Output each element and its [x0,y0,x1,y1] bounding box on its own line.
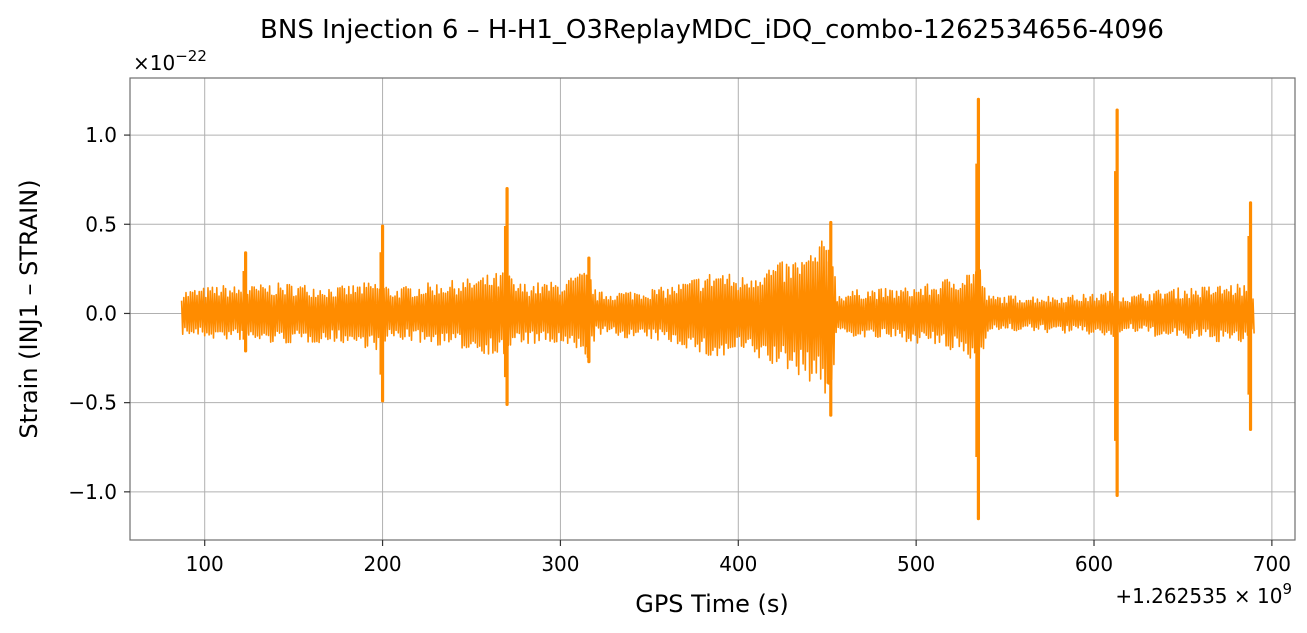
y-tick-label: −0.5 [68,391,117,415]
x-tick-label: 200 [363,552,401,576]
y-tick-label: 0.5 [85,212,117,236]
x-tick-label: 100 [186,552,224,576]
chart-title: BNS Injection 6 – H-H1_O3ReplayMDC_iDQ_c… [260,15,1164,45]
y-tick-label: 1.0 [85,123,117,147]
y-scale-exponent: −22 [175,47,207,65]
x-offset-label: +1.262535 × 109 [1115,580,1292,608]
x-tick-label: 300 [541,552,579,576]
y-scale-label: ×10−22 [133,47,207,75]
y-scale-base: ×10 [133,51,175,75]
x-tick-label: 700 [1253,552,1291,576]
strain-trace [180,240,1255,394]
x-tick-label: 400 [719,552,757,576]
y-tick-label: −1.0 [68,480,117,504]
y-axis-label: Strain (INJ1 – STRAIN) [15,179,43,438]
x-offset-base: +1.262535 × 10 [1115,584,1282,608]
plot-frame [129,77,1296,541]
x-tick-label: 500 [897,552,935,576]
strain-series [180,97,1255,521]
ticks: 100 200 300 400 500 600 700 −1.0 −0.5 0.0 0.5 1.0 [68,123,1291,576]
x-axis-label: GPS Time (s) [635,590,789,618]
x-offset-exponent: 9 [1282,580,1292,598]
y-tick-label: 0.0 [85,301,117,325]
x-tick-label: 600 [1075,552,1113,576]
